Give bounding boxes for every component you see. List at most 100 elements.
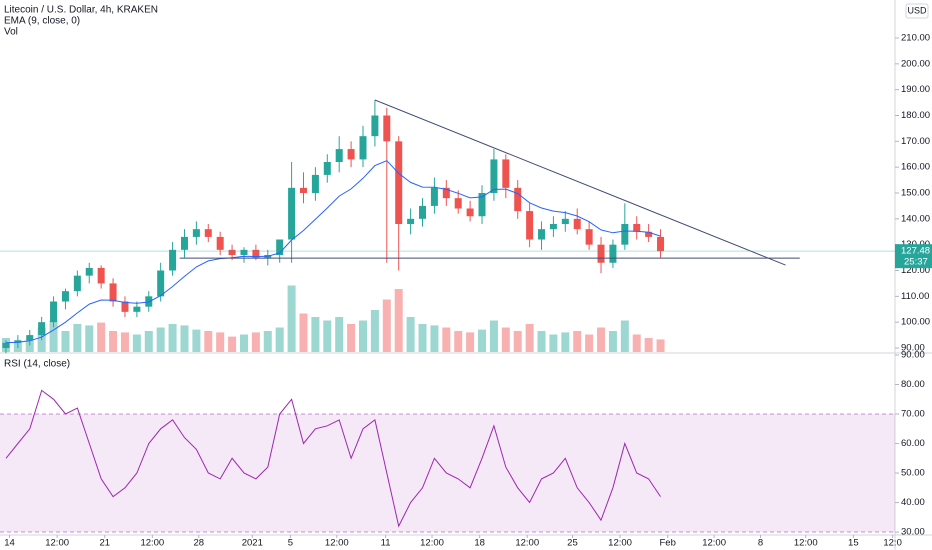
x-tick-label: 12:00	[608, 538, 632, 549]
x-tick-label: 5	[288, 538, 293, 549]
candle-body	[85, 267, 93, 276]
candle-body	[657, 236, 665, 252]
volume-bar	[573, 331, 582, 352]
candle-body	[609, 244, 617, 263]
x-tick-label: 12:00	[420, 538, 444, 549]
volume-bar	[489, 320, 498, 352]
volume-bar	[144, 331, 153, 352]
volume-bar	[656, 339, 665, 352]
volume-bar	[358, 320, 367, 352]
x-tick-label: 12:00	[794, 538, 818, 549]
x-tick-label: 14	[4, 538, 15, 549]
x-tick-label: 12:0	[883, 538, 902, 549]
candle-body	[573, 218, 581, 230]
candle-body	[371, 115, 379, 137]
x-tick-label: 12:00	[325, 538, 349, 549]
volume-bar	[335, 317, 344, 352]
candle-body	[383, 115, 391, 142]
y-tick-label: 140.00	[901, 213, 930, 224]
volume-bar	[239, 334, 248, 352]
y-tick-label: 150.00	[901, 188, 930, 199]
currency-box[interactable]	[905, 3, 929, 19]
x-tick-label: 8	[758, 538, 763, 549]
candle-body	[430, 187, 438, 206]
x-tick-label: 2021	[242, 538, 263, 549]
volume-bar	[478, 329, 487, 352]
candle-body	[73, 275, 81, 292]
currency[interactable]: USD	[907, 5, 927, 15]
candle-body	[61, 291, 69, 302]
volume-bar	[620, 320, 629, 352]
volume-bar	[251, 332, 260, 352]
rsi-band	[0, 414, 895, 533]
volume-bar	[73, 324, 82, 352]
x-tick-label: Feb	[659, 538, 675, 549]
y-tick-label: 80.00	[901, 379, 925, 390]
candle-body	[97, 267, 105, 284]
candle-body	[311, 174, 319, 193]
volume-bar	[513, 331, 522, 352]
volume-bar	[406, 317, 415, 352]
y-tick-label: 40.00	[901, 497, 925, 508]
candle-body	[490, 159, 498, 193]
volume-bar	[132, 334, 141, 352]
candle-body	[14, 340, 22, 343]
volume-bar	[394, 289, 403, 352]
candle-body	[323, 162, 331, 175]
y-tick-label: 170.00	[901, 136, 930, 147]
y-tick-label: 160.00	[901, 162, 930, 173]
volume-bar	[597, 327, 606, 352]
volume-bar	[454, 331, 463, 352]
x-tick-label: 11	[381, 538, 391, 549]
candle-body	[585, 229, 593, 245]
candle-body	[240, 249, 248, 255]
y-tick-label: 180.00	[901, 110, 930, 121]
volume-bar	[85, 325, 94, 352]
candle-body	[478, 193, 486, 217]
volume-bar	[228, 336, 237, 352]
volume-bar	[644, 338, 653, 352]
volume-bar	[204, 331, 213, 352]
volume-bar	[430, 325, 439, 352]
x-tick-label: 12:00	[702, 538, 726, 549]
y-tick-label: 90.00	[901, 350, 925, 361]
volume-bar	[442, 327, 451, 352]
candle-body	[180, 236, 188, 250]
plot-layer	[0, 99, 895, 533]
y-tick-label: 190.00	[901, 84, 930, 95]
candle-body	[395, 141, 403, 224]
candle-body	[50, 301, 58, 323]
volume-bar	[632, 334, 641, 352]
candle-body	[526, 211, 534, 240]
candle-body	[466, 208, 474, 217]
volume-bar	[466, 332, 475, 352]
candle-body	[169, 249, 177, 271]
candle-body	[299, 187, 307, 193]
volume-bar	[263, 331, 272, 352]
volume-bar	[180, 325, 189, 352]
volume-bar	[192, 329, 201, 352]
volume-bar	[168, 324, 177, 352]
volume-bar	[585, 334, 594, 352]
candle-body	[454, 198, 462, 209]
y-tick-label: 210.00	[901, 33, 930, 44]
candle-body	[228, 249, 236, 255]
candle-body	[502, 159, 510, 188]
candle-body	[109, 283, 117, 302]
candle-body	[133, 306, 141, 312]
rsi-label: RSI (14, close)	[4, 359, 70, 370]
candle-body	[276, 239, 284, 255]
countdown-label: 25:37	[904, 257, 928, 268]
x-tick-label: 12:00	[140, 538, 164, 549]
ema-line	[5, 160, 661, 344]
volume-bar	[120, 332, 129, 352]
volume-bar	[275, 327, 284, 352]
volume-bar	[49, 320, 58, 352]
y-tick-label: 60.00	[901, 438, 925, 449]
candle-body	[347, 149, 355, 160]
candle-body	[549, 224, 557, 230]
candle-body	[2, 342, 10, 348]
y-tick-label: 70.00	[901, 409, 925, 420]
candle-body	[538, 229, 546, 240]
